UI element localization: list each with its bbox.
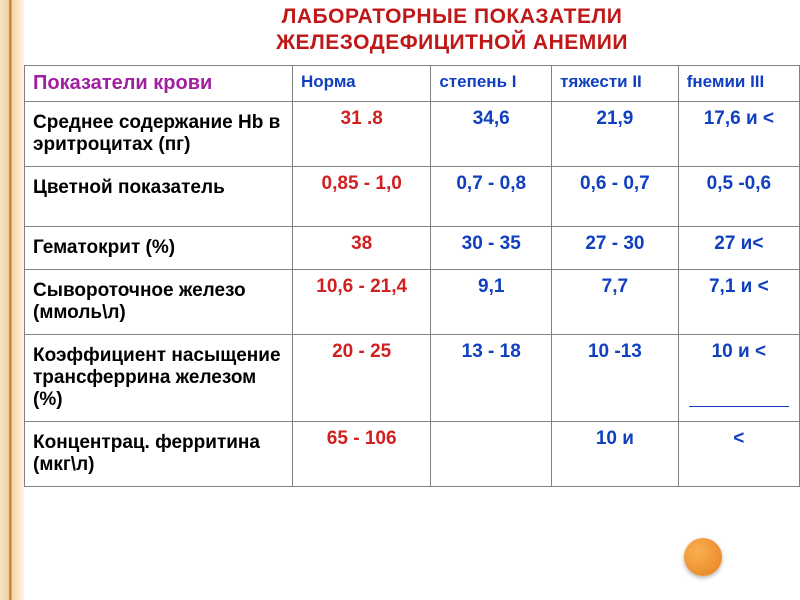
cell-value: 0,7 - 0,8: [431, 166, 552, 226]
cell-norm: 65 - 106: [293, 421, 431, 486]
cell-value: 10 и: [552, 421, 679, 486]
cell-value: 34,6: [431, 101, 552, 166]
cell-norm: 0,85 - 1,0: [293, 166, 431, 226]
header-col-severity-2: тяжести II: [552, 65, 679, 101]
lab-indicators-table: Показатели крови Норма степень I тяжести…: [24, 65, 800, 487]
cell-norm: 10,6 - 21,4: [293, 269, 431, 334]
cell-value: 30 - 35: [431, 226, 552, 269]
cell-norm: 38: [293, 226, 431, 269]
cell-value: 7,1 и <: [678, 269, 799, 334]
row-label: Гематокрит (%): [25, 226, 293, 269]
row-label: Цветной показатель: [25, 166, 293, 226]
cell-value: <: [678, 421, 799, 486]
header-row-label: Показатели крови: [25, 65, 293, 101]
slide-content: ЛАБОРАТОРНЫЕ ПОКАЗАТЕЛИ ЖЕЛЕЗОДЕФИЦИТНОЙ…: [24, 0, 800, 487]
cell-value: [431, 421, 552, 486]
cell-value: 10 и <: [678, 334, 799, 421]
table-header-row: Показатели крови Норма степень I тяжести…: [25, 65, 800, 101]
row-label: Среднее содержание Hb в эритроцитах (пг): [25, 101, 293, 166]
cell-value: 27 - 30: [552, 226, 679, 269]
cell-value: 17,6 и <: [678, 101, 799, 166]
cell-value: 7,7: [552, 269, 679, 334]
decorative-left-border: [0, 0, 24, 600]
row-label: Концентрац. ферритина (мкг\л): [25, 421, 293, 486]
orange-marker-icon: [684, 538, 722, 576]
header-col-severity-3: fнемии III: [678, 65, 799, 101]
cell-value: 13 - 18: [431, 334, 552, 421]
table-row: Коэффициент насыщение трансферрина желез…: [25, 334, 800, 421]
header-col-severity-1: степень I: [431, 65, 552, 101]
row-label: Коэффициент насыщение трансферрина желез…: [25, 334, 293, 421]
title-line-2: ЖЕЛЕЗОДЕФИЦИТНОЙ АНЕМИИ: [276, 31, 628, 54]
row-label: Сывороточное железо (ммоль\л): [25, 269, 293, 334]
cell-value: 10 -13: [552, 334, 679, 421]
table-row: Цветной показатель 0,85 - 1,0 0,7 - 0,8 …: [25, 166, 800, 226]
cell-value: 0,6 - 0,7: [552, 166, 679, 226]
cell-norm: 31 .8: [293, 101, 431, 166]
slide-title: ЛАБОРАТОРНЫЕ ПОКАЗАТЕЛИ ЖЕЛЕЗОДЕФИЦИТНОЙ…: [24, 0, 800, 65]
cell-value: 27 и<: [678, 226, 799, 269]
cell-value: 0,5 -0,6: [678, 166, 799, 226]
table-row: Среднее содержание Hb в эритроцитах (пг)…: [25, 101, 800, 166]
title-line-1: ЛАБОРАТОРНЫЕ ПОКАЗАТЕЛИ: [282, 5, 623, 28]
header-col-norm: Норма: [293, 65, 431, 101]
table-row: Сывороточное железо (ммоль\л) 10,6 - 21,…: [25, 269, 800, 334]
cell-norm: 20 - 25: [293, 334, 431, 421]
cell-value: 21,9: [552, 101, 679, 166]
cell-value: 9,1: [431, 269, 552, 334]
table-row: Концентрац. ферритина (мкг\л) 65 - 106 1…: [25, 421, 800, 486]
table-row: Гематокрит (%) 38 30 - 35 27 - 30 27 и<: [25, 226, 800, 269]
